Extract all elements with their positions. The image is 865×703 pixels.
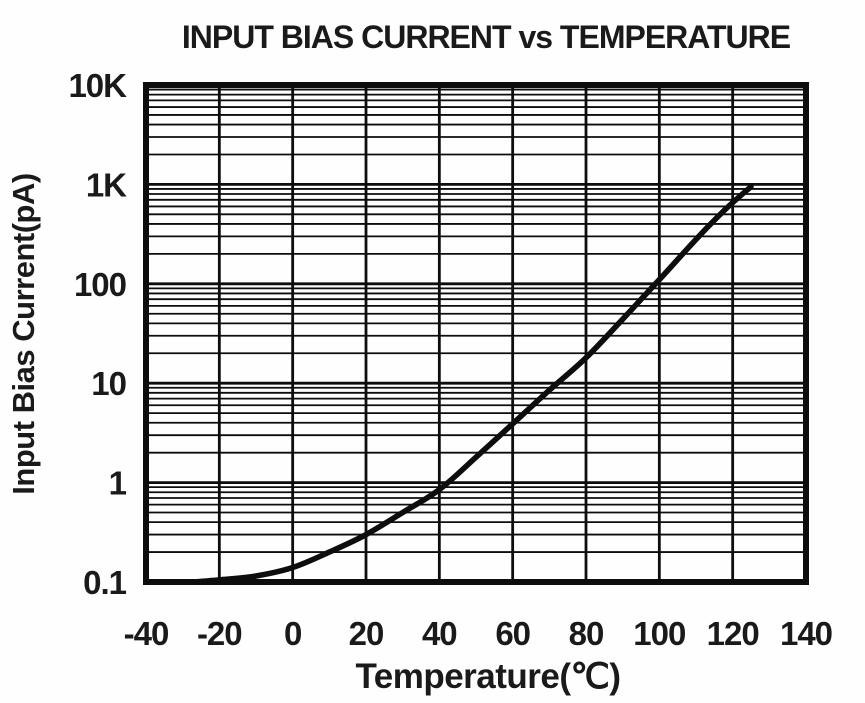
x-tick-label: 80 bbox=[569, 615, 604, 652]
y-axis-title: Input Bias Current(pA) bbox=[6, 173, 41, 494]
x-tick-label: -40 bbox=[124, 615, 169, 652]
x-tick-label: 140 bbox=[780, 615, 832, 652]
y-tick-label: 10K bbox=[68, 67, 127, 104]
tick-layer: -40 -20 0 20 40 60 80 100 120 140 0.1 1 10 100 1K 10K bbox=[68, 67, 833, 652]
y-tick-label: 10 bbox=[91, 365, 126, 402]
grid-layer bbox=[144, 83, 808, 584]
y-tick-label: 100 bbox=[74, 266, 126, 303]
x-axis-title: Temperature(℃) bbox=[355, 657, 620, 696]
x-tick-label: 120 bbox=[707, 615, 759, 652]
x-tick-label: 100 bbox=[633, 615, 685, 652]
chart-title: INPUT BIAS CURRENT vs TEMPERATURE bbox=[182, 19, 791, 55]
y-tick-label: 0.1 bbox=[83, 564, 127, 601]
x-tick-label: 20 bbox=[349, 615, 384, 652]
y-tick-label: 1 bbox=[109, 465, 127, 502]
x-tick-label: 40 bbox=[422, 615, 457, 652]
x-tick-label: 0 bbox=[284, 615, 301, 652]
x-tick-label: -20 bbox=[197, 615, 242, 652]
x-tick-label: 60 bbox=[495, 615, 530, 652]
bias-current-curve bbox=[190, 183, 754, 585]
plot-frame bbox=[143, 82, 809, 585]
y-tick-label: 1K bbox=[86, 166, 127, 203]
